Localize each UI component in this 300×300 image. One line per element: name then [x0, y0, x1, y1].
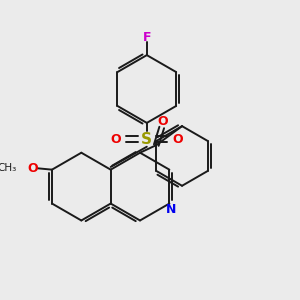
Text: N: N: [167, 203, 177, 216]
Text: O: O: [28, 162, 38, 175]
Text: O: O: [111, 133, 122, 146]
Text: O: O: [158, 115, 168, 128]
Text: CH₃: CH₃: [0, 163, 17, 173]
Text: S: S: [141, 132, 152, 147]
Text: O: O: [172, 133, 183, 146]
Text: F: F: [142, 31, 151, 44]
